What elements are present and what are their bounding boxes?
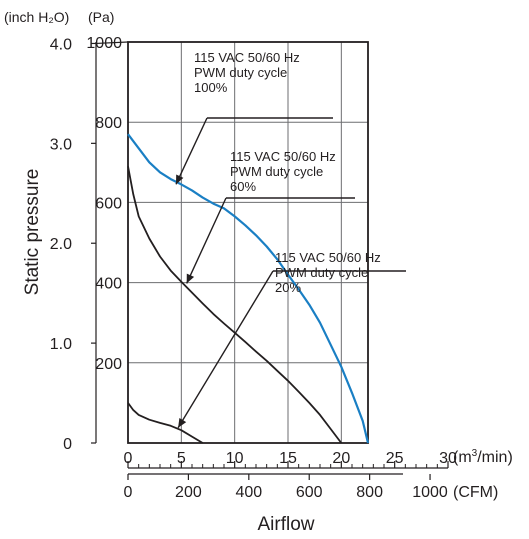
x-tick-primary-label: 25	[386, 450, 404, 467]
series-3-arrowhead	[178, 418, 187, 428]
x-tick-secondary-label: 0	[124, 484, 133, 501]
x-unit-secondary-label: (CFM)	[453, 484, 498, 501]
y-axis-pa-ticks: 200 400 600 800 1000	[86, 35, 122, 373]
y-tick-inch-label: 2.0	[50, 236, 72, 253]
x-tick-secondary-label: 1000	[412, 484, 448, 501]
series-1-label-line: PWM duty cycle	[194, 65, 287, 80]
series-curve-3	[127, 402, 204, 444]
plot-area-border	[127, 41, 369, 444]
x-tick-secondary-label: 800	[356, 484, 383, 501]
y-axis-title: Static pressure	[22, 169, 43, 296]
y-unit-left-label: (inch H₂O)	[4, 9, 69, 25]
y-tick-pa-label: 1000	[86, 35, 122, 52]
series-1-label-line: 100%	[194, 80, 228, 95]
y-axis-inch-ticks: 0 1.0 2.0 3.0 4.0	[50, 36, 129, 453]
x-axis-secondary-ticks: 0 200 400 600 800 1000	[124, 474, 448, 501]
y-tick-inch-label: 1.0	[50, 336, 72, 353]
y-tick-pa-label: 400	[95, 276, 122, 293]
x-axis-title: Airflow	[257, 514, 314, 535]
x-tick-secondary-label: 200	[175, 484, 202, 501]
x-tick-primary-label: 5	[177, 450, 186, 467]
x-tick-primary-label: 0	[124, 450, 133, 467]
series-3-label-line: 115 VAC 50/60 Hz	[275, 250, 381, 265]
x-tick-secondary-label: 600	[296, 484, 323, 501]
series-curve-1	[127, 133, 370, 444]
series-1-leader-arrow	[175, 117, 208, 185]
y-tick-inch-label: 3.0	[50, 136, 72, 153]
series-2-arrowhead	[186, 273, 195, 284]
x-tick-primary-label: 10	[226, 450, 244, 467]
x-tick-primary-label: 20	[332, 450, 350, 467]
y-tick-pa-label: 600	[95, 195, 122, 212]
series-2-label-line: 115 VAC 50/60 Hz	[230, 149, 336, 164]
y-tick-pa-label: 800	[95, 115, 122, 132]
x-tick-primary-label: 30	[439, 450, 457, 467]
series-2-label-line: PWM duty cycle	[230, 164, 323, 179]
series-curve-2	[127, 166, 343, 444]
y-tick-inch-label: 0	[63, 436, 72, 453]
series-curves	[127, 133, 370, 444]
grid-lines	[128, 42, 368, 443]
y-unit-right-label: (Pa)	[88, 9, 114, 25]
y-axis-inch-top-connector	[95, 41, 129, 45]
x-unit-primary-label: (m3/min)	[453, 448, 513, 466]
series-2-leader-arrow	[186, 197, 227, 284]
series-3-label-line: PWM duty cycle	[275, 265, 368, 280]
series-3-leader-arrow	[177, 270, 274, 429]
series-1-label-line: 115 VAC 50/60 Hz	[194, 50, 300, 65]
y-tick-inch-label: 4.0	[50, 36, 72, 53]
x-tick-secondary-label: 400	[235, 484, 262, 501]
series-3-label-line: 20%	[275, 280, 301, 295]
y-tick-pa-label: 200	[95, 356, 122, 373]
x-axis-primary-ticks: 0 5 10 15 20 25 30	[124, 450, 457, 468]
series-2-label-line: 60%	[230, 179, 256, 194]
series-1-arrowhead	[176, 174, 184, 185]
x-tick-primary-label: 15	[279, 450, 297, 467]
